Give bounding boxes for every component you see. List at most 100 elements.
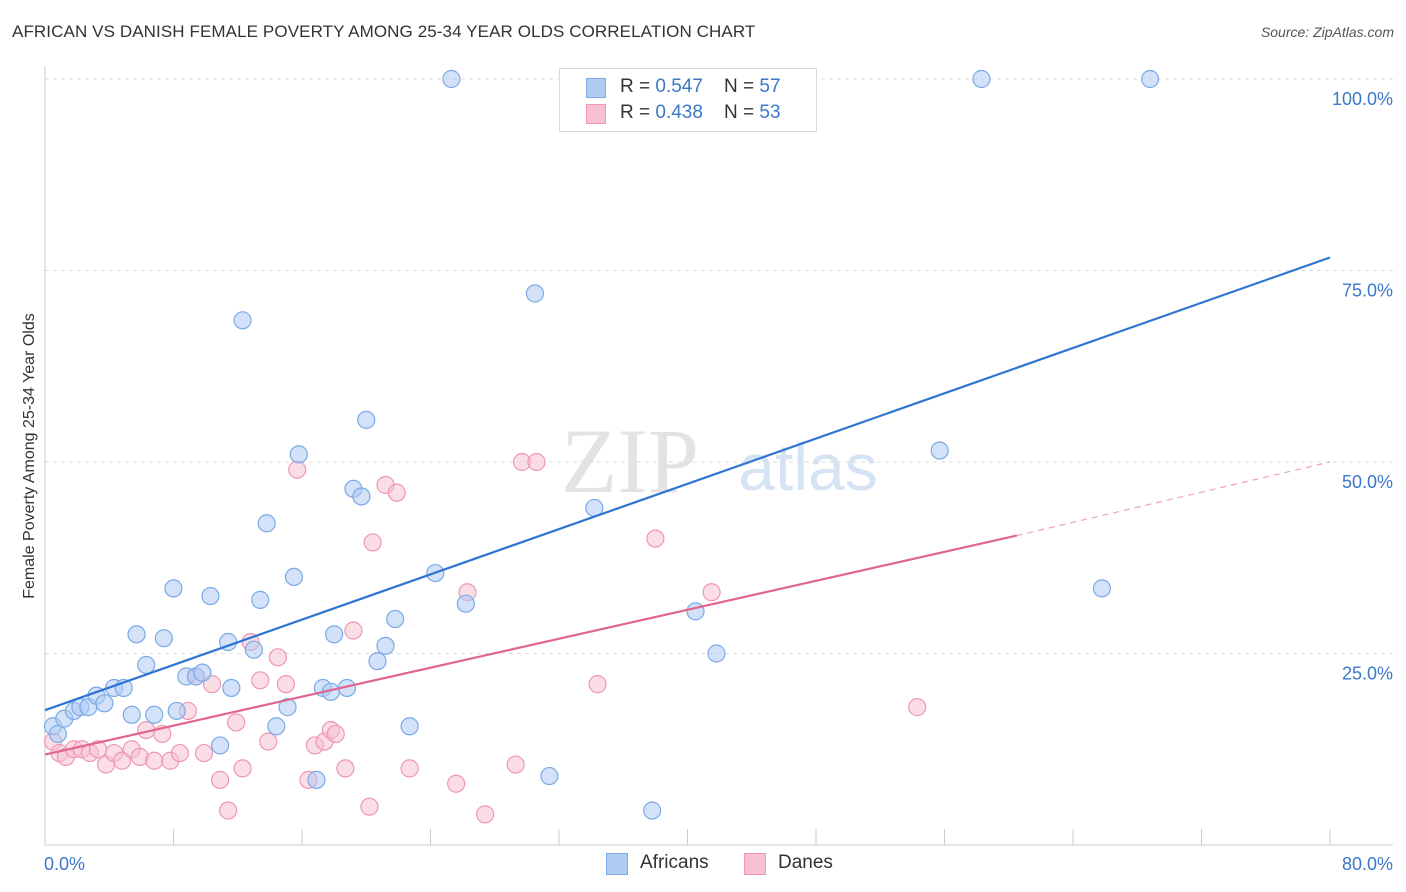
africans-point bbox=[267, 717, 286, 736]
africans-point bbox=[376, 636, 395, 655]
africans-point bbox=[201, 586, 220, 606]
africans-point bbox=[289, 445, 308, 464]
danes-point bbox=[288, 460, 307, 479]
danes-n-label: N = bbox=[724, 102, 760, 123]
x-tick-label: 80.0% bbox=[1342, 854, 1393, 874]
danes-point bbox=[400, 759, 419, 778]
watermark-zip: ZIP bbox=[561, 410, 699, 512]
danes-point bbox=[276, 675, 296, 694]
gridlines bbox=[45, 78, 1395, 654]
africans-point bbox=[137, 655, 156, 675]
danes-point bbox=[194, 743, 214, 763]
africans-trend-line bbox=[44, 256, 1331, 712]
y-tick-label: 50.0% bbox=[1342, 472, 1393, 492]
africans-point bbox=[244, 640, 263, 659]
africans-point bbox=[456, 594, 475, 613]
africans-point bbox=[145, 705, 164, 724]
danes-r-label: R = bbox=[620, 102, 656, 123]
y-tick-label: 75.0% bbox=[1342, 281, 1393, 301]
africans-point bbox=[210, 736, 230, 755]
africans-point bbox=[307, 770, 326, 789]
danes-point bbox=[326, 724, 345, 744]
danes-point bbox=[344, 621, 363, 640]
correlation-legend: R = 0.547 N = 57 R = 0.438 N = 53 bbox=[559, 68, 817, 132]
africans-point bbox=[278, 698, 297, 717]
africans-r-value: 0.547 bbox=[655, 76, 703, 97]
africans-point bbox=[48, 724, 67, 744]
danes-point bbox=[447, 774, 466, 793]
danes-point bbox=[170, 743, 190, 763]
danes-point bbox=[646, 529, 665, 548]
africans-n-label: N = bbox=[724, 76, 760, 97]
africans-point bbox=[325, 625, 344, 644]
africans-point bbox=[193, 663, 212, 682]
tick-labels: 25.0% 50.0% 75.0% 100.0% 0.0% 80.0% bbox=[44, 89, 1393, 874]
chart-title: AFRICAN VS DANISH FEMALE POVERTY AMONG 2… bbox=[12, 22, 756, 41]
x-tick-label: 0.0% bbox=[44, 854, 85, 874]
africans-point bbox=[400, 717, 419, 736]
africans-point bbox=[222, 678, 241, 698]
danes-legend-label: Danes bbox=[778, 852, 833, 873]
africans-swatch bbox=[586, 78, 606, 98]
africans-point bbox=[352, 487, 371, 506]
africans-point bbox=[284, 567, 304, 587]
africans-point bbox=[122, 705, 141, 724]
danes-point bbox=[387, 483, 406, 502]
africans-point bbox=[233, 311, 252, 330]
danes-trend-line bbox=[44, 534, 1018, 756]
africans-point bbox=[357, 410, 376, 429]
danes-point bbox=[336, 759, 355, 778]
danes-legend-swatch bbox=[744, 853, 766, 875]
africans-point bbox=[525, 284, 545, 303]
axes bbox=[44, 66, 1393, 846]
danes-trend-extension bbox=[1016, 461, 1331, 537]
africans-point bbox=[154, 629, 173, 648]
africans-point bbox=[1140, 69, 1160, 89]
source-label: Source: ZipAtlas.com bbox=[1260, 24, 1394, 40]
africans-point bbox=[707, 644, 726, 663]
danes-point bbox=[227, 713, 246, 732]
danes-point bbox=[145, 751, 164, 770]
danes-point bbox=[588, 675, 607, 694]
danes-point bbox=[506, 755, 525, 774]
africans-point bbox=[972, 69, 991, 89]
danes-point bbox=[219, 801, 238, 820]
africans-point bbox=[1092, 579, 1112, 598]
africans-point bbox=[127, 625, 146, 644]
africans-point bbox=[257, 514, 276, 533]
trend-lines bbox=[44, 256, 1331, 756]
y-axis-label: Female Poverty Among 25-34 Year Olds bbox=[21, 313, 38, 599]
y-tick-label: 100.0% bbox=[1332, 89, 1393, 109]
africans-point bbox=[167, 701, 186, 721]
africans-r-label: R = bbox=[620, 76, 656, 97]
africans-point bbox=[368, 652, 387, 671]
danes-point bbox=[908, 698, 927, 717]
africans-point bbox=[686, 602, 705, 621]
y-tick-label: 25.0% bbox=[1342, 664, 1393, 684]
africans-points bbox=[43, 69, 1160, 820]
africans-legend-swatch bbox=[606, 853, 628, 875]
danes-point bbox=[360, 797, 379, 816]
danes-point bbox=[210, 770, 230, 789]
africans-point bbox=[442, 69, 461, 89]
africans-point bbox=[164, 579, 183, 598]
danes-n-value: 53 bbox=[759, 102, 781, 123]
danes-swatch bbox=[586, 104, 606, 124]
africans-point bbox=[930, 441, 949, 460]
danes-point bbox=[268, 648, 288, 667]
danes-point bbox=[702, 583, 721, 602]
africans-legend-label: Africans bbox=[640, 852, 709, 873]
africans-point bbox=[643, 801, 662, 820]
africans-point bbox=[386, 609, 405, 629]
africans-n-value: 57 bbox=[759, 76, 781, 97]
watermark: ZIP atlas bbox=[561, 410, 878, 512]
danes-point bbox=[259, 732, 278, 751]
danes-point bbox=[233, 759, 252, 778]
africans-point bbox=[95, 694, 114, 713]
danes-point bbox=[476, 805, 495, 824]
africans-point bbox=[251, 590, 270, 609]
danes-r-value: 0.438 bbox=[655, 102, 703, 123]
danes-points bbox=[43, 452, 927, 824]
africans-point bbox=[540, 766, 559, 786]
